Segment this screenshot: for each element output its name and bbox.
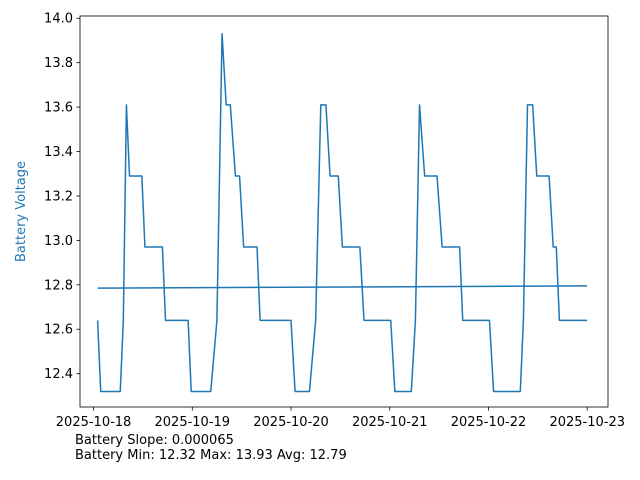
y-tick-label: 12.4 xyxy=(44,367,73,382)
x-tick-label: 2025-10-23 xyxy=(549,415,625,430)
x-tick-label: 2025-10-18 xyxy=(56,415,132,430)
x-tick-label: 2025-10-19 xyxy=(155,415,231,430)
slope-text: Battery Slope: 0.000065 xyxy=(75,433,234,448)
y-tick-label: 13.2 xyxy=(44,189,73,204)
y-tick-label: 13.6 xyxy=(44,101,73,116)
y-tick-label: 13.0 xyxy=(44,234,73,249)
y-axis-ticks: 12.4 12.6 12.8 13.0 13.2 13.4 13.6 13.8 14.0 xyxy=(44,12,80,382)
x-tick-label: 2025-10-21 xyxy=(352,415,428,430)
y-tick-label: 13.8 xyxy=(44,56,73,71)
y-tick-label: 12.8 xyxy=(44,278,73,293)
min-max-avg-text: Battery Min: 12.32 Max: 13.93 Avg: 12.79 xyxy=(75,448,347,463)
plot-lines xyxy=(96,33,588,393)
y-tick-label: 12.6 xyxy=(44,323,73,338)
voltage-series-line xyxy=(96,33,588,393)
y-axis-label: Battery Voltage xyxy=(14,161,29,262)
x-tick-label: 2025-10-22 xyxy=(451,415,527,430)
trend-series-line xyxy=(97,285,588,289)
y-tick-label: 14.0 xyxy=(44,12,73,27)
stats-block: Battery Slope: 0.000065 Battery Min: 12.… xyxy=(75,433,347,463)
y-tick-label: 13.4 xyxy=(44,145,73,160)
x-axis-ticks: 2025-10-18 2025-10-19 2025-10-20 2025-10-21… xyxy=(56,407,625,430)
plot-frame xyxy=(79,15,609,408)
x-tick-label: 2025-10-20 xyxy=(253,415,329,430)
